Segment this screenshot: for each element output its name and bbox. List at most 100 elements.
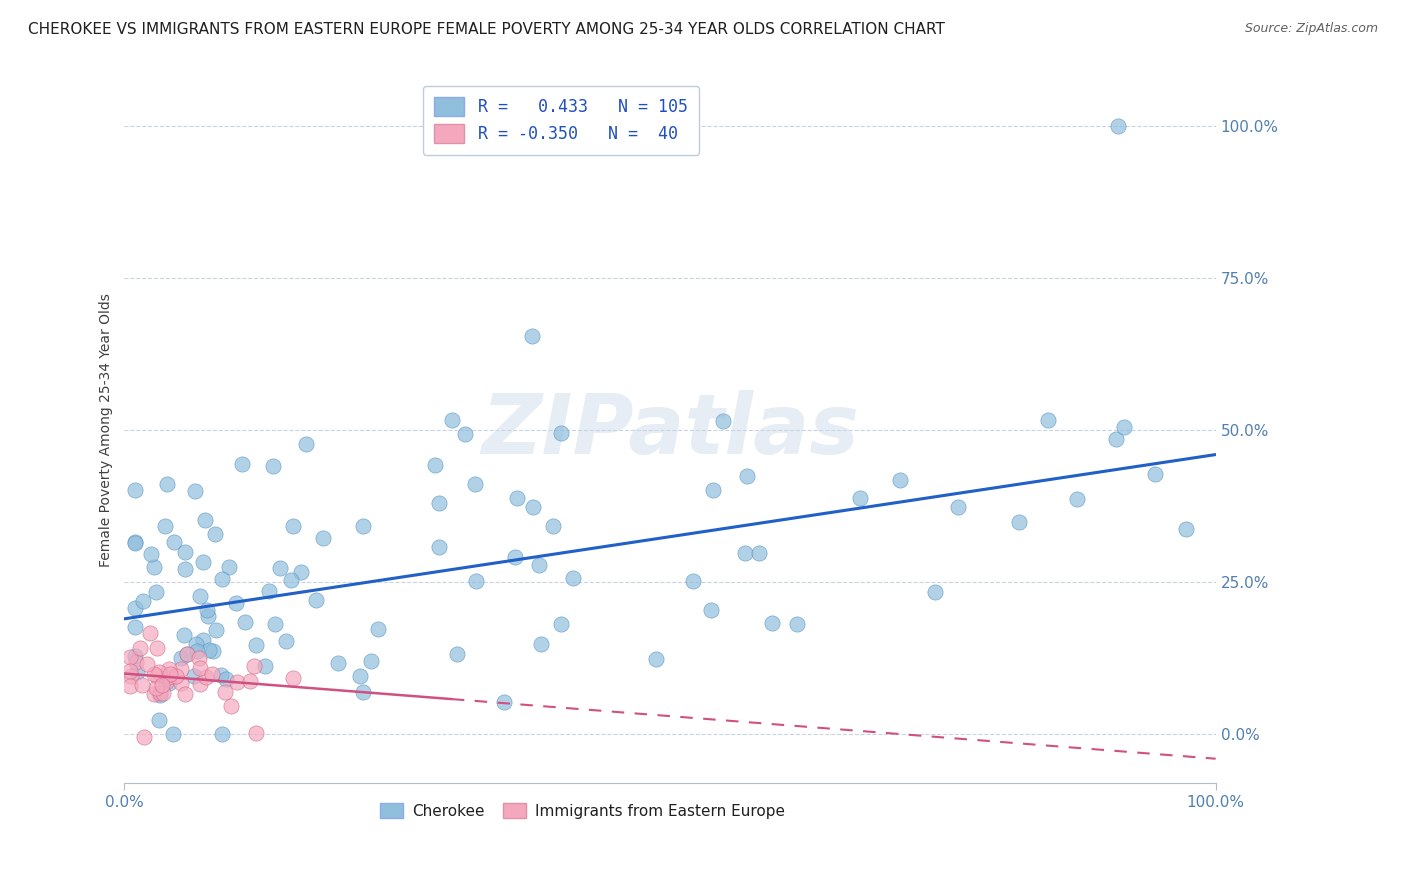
Point	[231, 457, 253, 471]
Point	[263, 617, 285, 632]
Point	[148, 713, 170, 727]
Point	[211, 727, 233, 741]
Point	[135, 657, 157, 671]
Point	[711, 414, 734, 428]
Point	[748, 546, 770, 560]
Point	[464, 477, 486, 491]
Point	[204, 623, 226, 637]
Point	[187, 651, 209, 665]
Legend: Cherokee, Immigrants from Eastern Europe: Cherokee, Immigrants from Eastern Europe	[374, 797, 792, 825]
Point	[193, 633, 215, 648]
Point	[367, 622, 389, 636]
Point	[139, 625, 162, 640]
Point	[441, 413, 464, 427]
Point	[124, 536, 146, 550]
Point	[195, 603, 218, 617]
Point	[506, 491, 529, 505]
Point	[198, 642, 221, 657]
Point	[238, 673, 260, 688]
Point	[157, 676, 180, 690]
Point	[188, 660, 211, 674]
Point	[276, 634, 298, 648]
Point	[186, 637, 208, 651]
Point	[645, 651, 668, 665]
Point	[530, 637, 553, 651]
Point	[269, 561, 291, 575]
Point	[786, 617, 808, 632]
Point	[305, 593, 328, 607]
Point	[186, 644, 208, 658]
Point	[183, 484, 205, 499]
Point	[734, 546, 756, 560]
Point	[281, 519, 304, 533]
Point	[188, 589, 211, 603]
Point	[735, 469, 758, 483]
Point	[146, 641, 169, 656]
Point	[139, 547, 162, 561]
Point	[118, 664, 141, 678]
Point	[159, 667, 181, 681]
Point	[295, 437, 318, 451]
Point	[188, 677, 211, 691]
Point	[150, 678, 173, 692]
Point	[503, 550, 526, 565]
Point	[157, 663, 180, 677]
Point	[197, 608, 219, 623]
Point	[446, 647, 468, 661]
Point	[889, 474, 911, 488]
Point	[131, 678, 153, 692]
Point	[162, 727, 184, 741]
Point	[124, 535, 146, 549]
Point	[174, 687, 197, 701]
Point	[281, 671, 304, 685]
Point	[124, 601, 146, 615]
Point	[427, 541, 450, 555]
Point	[427, 496, 450, 510]
Point	[761, 616, 783, 631]
Point	[1008, 516, 1031, 530]
Point	[218, 560, 240, 574]
Point	[423, 458, 446, 472]
Point	[262, 458, 284, 473]
Point	[145, 681, 167, 696]
Point	[124, 620, 146, 634]
Point	[454, 426, 477, 441]
Point	[118, 679, 141, 693]
Point	[1107, 119, 1129, 133]
Point	[173, 628, 195, 642]
Point	[214, 685, 236, 699]
Point	[924, 585, 946, 599]
Point	[143, 559, 166, 574]
Point	[149, 686, 172, 700]
Point	[494, 695, 516, 709]
Point	[562, 571, 585, 585]
Point	[219, 698, 242, 713]
Point	[253, 659, 276, 673]
Point	[349, 669, 371, 683]
Point	[194, 513, 217, 527]
Point	[245, 726, 267, 740]
Point	[326, 656, 349, 670]
Point	[1143, 467, 1166, 481]
Point	[193, 555, 215, 569]
Point	[170, 675, 193, 690]
Point	[352, 519, 374, 533]
Point	[170, 662, 193, 676]
Point	[682, 574, 704, 588]
Point	[529, 558, 551, 572]
Text: Source: ZipAtlas.com: Source: ZipAtlas.com	[1244, 22, 1378, 36]
Text: ZIPatlas: ZIPatlas	[481, 390, 859, 471]
Point	[225, 596, 247, 610]
Point	[132, 594, 155, 608]
Point	[550, 425, 572, 440]
Point	[174, 562, 197, 576]
Point	[143, 666, 166, 681]
Point	[204, 527, 226, 541]
Point	[233, 615, 256, 629]
Point	[245, 639, 267, 653]
Point	[522, 500, 544, 515]
Point	[243, 658, 266, 673]
Point	[132, 730, 155, 744]
Point	[124, 649, 146, 664]
Text: CHEROKEE VS IMMIGRANTS FROM EASTERN EUROPE FEMALE POVERTY AMONG 25-34 YEAR OLDS : CHEROKEE VS IMMIGRANTS FROM EASTERN EURO…	[28, 22, 945, 37]
